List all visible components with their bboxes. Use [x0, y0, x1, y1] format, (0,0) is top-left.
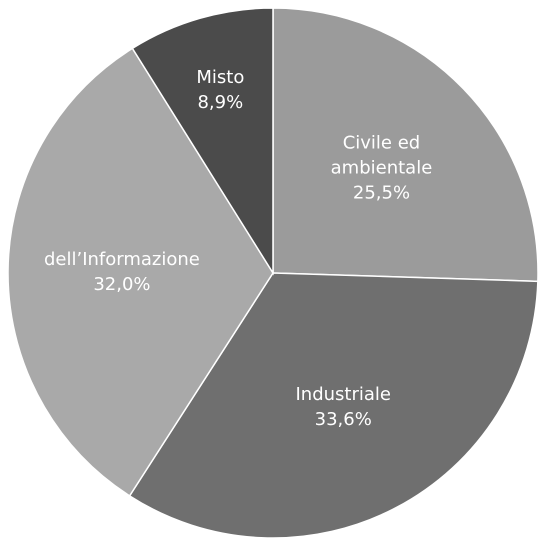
slice-label: dell’Informazione 32,0% — [44, 247, 200, 297]
pie-slice — [131, 7, 274, 276]
value-label: 8,9% — [197, 91, 244, 113]
pie-slice — [7, 47, 274, 497]
pie-slice — [272, 7, 539, 283]
value-label: 33,6% — [314, 408, 372, 430]
value-label: 32,0% — [93, 274, 151, 296]
value-label: 25,5% — [352, 182, 411, 204]
pie-slice — [128, 272, 539, 539]
category-label: dell’Informazione — [43, 249, 200, 271]
category-label: Misto — [196, 66, 245, 88]
slice-label: Industriale 33,6% — [296, 382, 392, 432]
category-label: Civile ed ambientale — [330, 132, 433, 179]
slice-label: Misto 8,9% — [196, 65, 244, 115]
slice-label: Civile ed ambientale 25,5% — [303, 130, 461, 205]
category-label: Industriale — [295, 383, 392, 405]
